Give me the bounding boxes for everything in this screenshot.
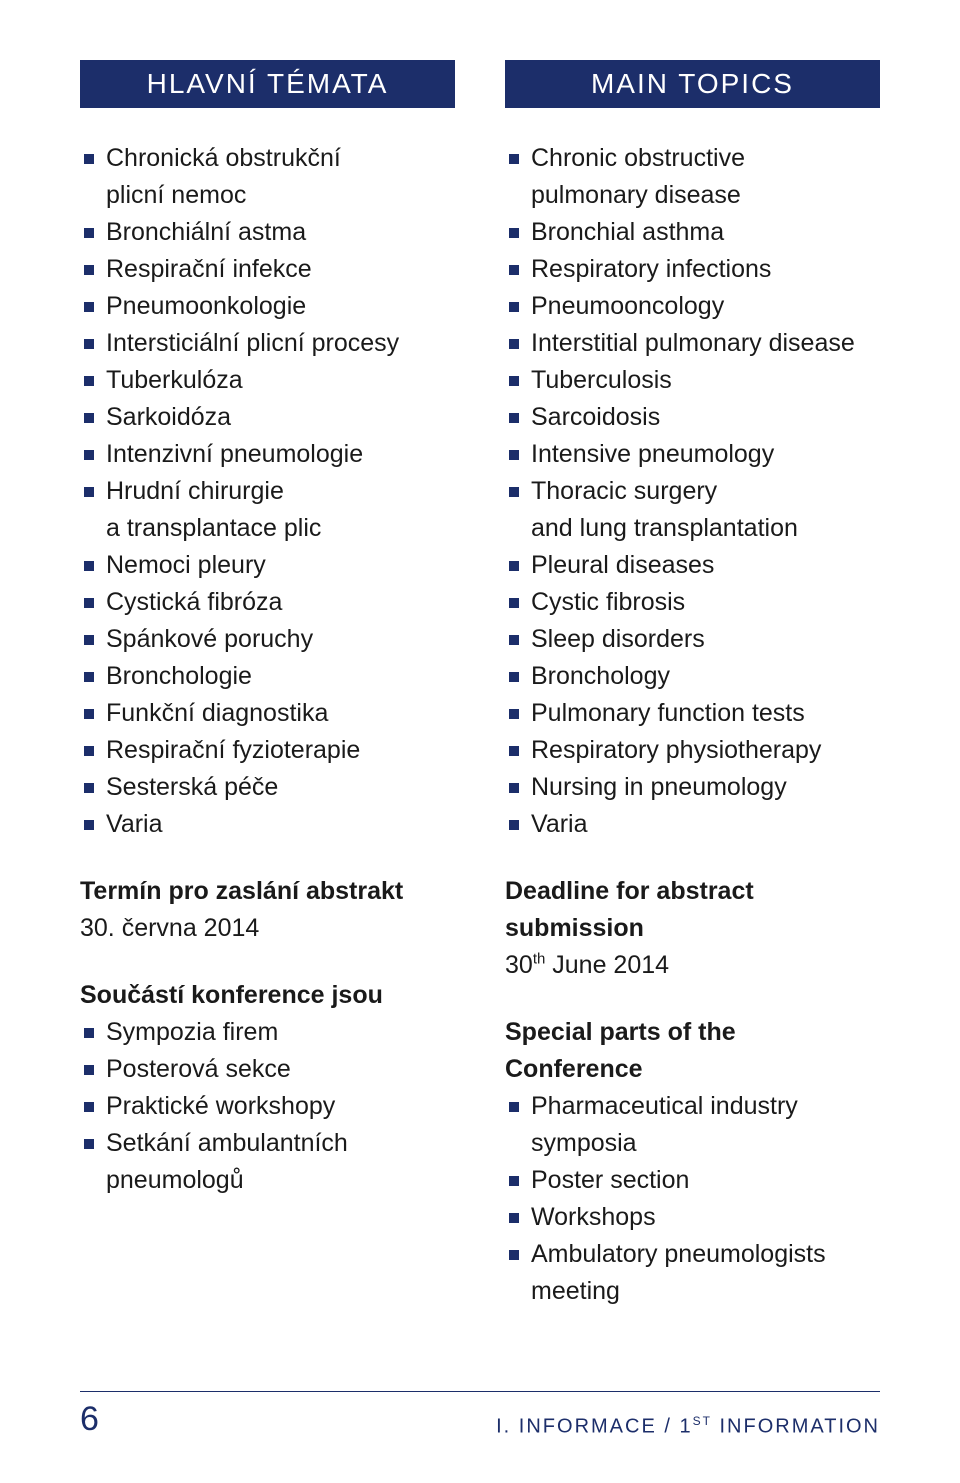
list-item: Pneumooncology (505, 288, 880, 325)
list-item: Pleural diseases (505, 547, 880, 584)
list-item: Posterová sekce (80, 1051, 455, 1088)
list-item: Cystická fibróza (80, 584, 455, 621)
list-item: Intersticiální plicní procesy (80, 325, 455, 362)
list-item: Sleep disorders (505, 621, 880, 658)
list-item-continuation: plicní nemoc (106, 177, 455, 214)
list-item: Spánkové poruchy (80, 621, 455, 658)
list-item: Sesterská péče (80, 769, 455, 806)
left-parts-list: Sympozia firemPosterová sekcePraktické w… (80, 1014, 455, 1199)
right-topics-list: Chronic obstructivepulmonary diseaseBron… (505, 140, 880, 843)
list-item: Funkční diagnostika (80, 695, 455, 732)
left-heading: HLAVNÍ TÉMATA (80, 60, 455, 108)
list-item: Chronická obstrukčníplicní nemoc (80, 140, 455, 214)
list-item: Setkání ambulantníchpneumologů (80, 1125, 455, 1199)
left-parts-label: Součástí konference jsou (80, 977, 455, 1014)
right-parts-list: Pharmaceutical industry symposiaPoster s… (505, 1088, 880, 1310)
left-topics-list: Chronická obstrukčníplicní nemocBronchiá… (80, 140, 455, 843)
list-item-continuation: and lung transplantation (531, 510, 880, 547)
list-item: Pulmonary function tests (505, 695, 880, 732)
list-item: Poster section (505, 1162, 880, 1199)
right-deadline-value: 30th June 2014 (505, 947, 880, 984)
list-item: Cystic fibrosis (505, 584, 880, 621)
page: HLAVNÍ TÉMATA Chronická obstrukčníplicní… (0, 0, 960, 1483)
list-item: Praktické workshopy (80, 1088, 455, 1125)
list-item: Respiratory physiotherapy (505, 732, 880, 769)
right-column: MAIN TOPICS Chronic obstructivepulmonary… (505, 60, 880, 1340)
list-item-continuation: pulmonary disease (531, 177, 880, 214)
right-parts-label: Special parts of the Conference (505, 1014, 880, 1088)
footer-text: I. INFORMACE / 1ST INFORMATION (496, 1414, 880, 1439)
list-item: Sarcoidosis (505, 399, 880, 436)
list-item: Varia (80, 806, 455, 843)
list-item: Workshops (505, 1199, 880, 1236)
list-item: Interstitial pulmonary disease (505, 325, 880, 362)
list-item: Respiratory infections (505, 251, 880, 288)
list-item: Hrudní chirurgiea transplantace plic (80, 473, 455, 547)
list-item-continuation: a transplantace plic (106, 510, 455, 547)
left-column: HLAVNÍ TÉMATA Chronická obstrukčníplicní… (80, 60, 455, 1340)
left-deadline-label: Termín pro zaslání abstrakt (80, 873, 455, 910)
list-item: Varia (505, 806, 880, 843)
page-number: 6 (80, 1400, 100, 1439)
list-item: Ambulatory pneumologistsmeeting (505, 1236, 880, 1310)
list-item: Pneumoonkologie (80, 288, 455, 325)
list-item: Sympozia firem (80, 1014, 455, 1051)
list-item: Thoracic surgeryand lung transplantation (505, 473, 880, 547)
list-item: Tuberkulóza (80, 362, 455, 399)
columns: HLAVNÍ TÉMATA Chronická obstrukčníplicní… (80, 60, 880, 1340)
list-item-continuation: pneumologů (106, 1162, 455, 1199)
list-item: Respirační infekce (80, 251, 455, 288)
list-item: Nemoci pleury (80, 547, 455, 584)
right-heading: MAIN TOPICS (505, 60, 880, 108)
list-item-continuation: meeting (531, 1273, 880, 1310)
list-item: Nursing in pneumology (505, 769, 880, 806)
list-item: Tuberculosis (505, 362, 880, 399)
list-item: Pharmaceutical industry symposia (505, 1088, 880, 1162)
list-item: Chronic obstructivepulmonary disease (505, 140, 880, 214)
footer: 6 I. INFORMACE / 1ST INFORMATION (80, 1391, 880, 1439)
list-item: Bronchology (505, 658, 880, 695)
list-item: Bronchial asthma (505, 214, 880, 251)
right-deadline-label: Deadline for abstract submission (505, 873, 880, 947)
list-item: Sarkoidóza (80, 399, 455, 436)
list-item: Intensive pneumology (505, 436, 880, 473)
left-deadline-value: 30. června 2014 (80, 910, 455, 947)
list-item: Bronchologie (80, 658, 455, 695)
list-item: Respirační fyzioterapie (80, 732, 455, 769)
list-item: Intenzivní pneumologie (80, 436, 455, 473)
list-item: Bronchiální astma (80, 214, 455, 251)
